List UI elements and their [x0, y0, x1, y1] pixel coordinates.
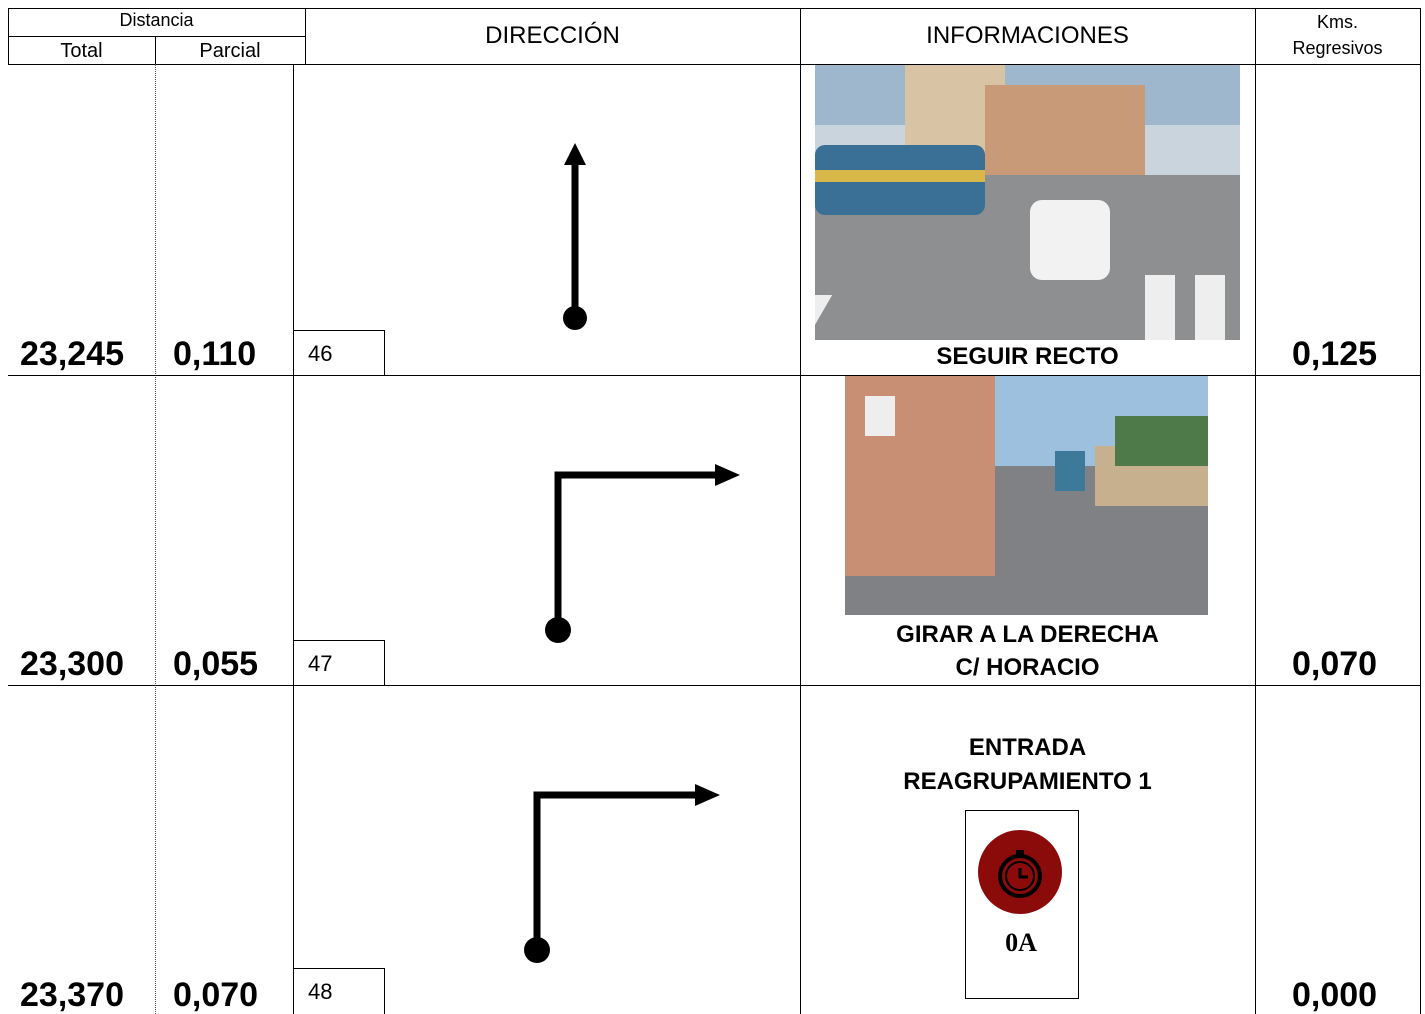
- step-number: 47: [293, 640, 385, 685]
- parcial: 0,110: [173, 335, 257, 373]
- border: [155, 36, 156, 64]
- control-box: [965, 810, 1079, 999]
- instruction: GIRAR A LA DERECHA: [896, 621, 1159, 648]
- control-code: 0A: [1005, 928, 1037, 957]
- kms: 0,125: [1292, 335, 1378, 373]
- header-direccion: DIRECCIÓN: [485, 22, 620, 49]
- parcial: 0,070: [173, 976, 259, 1014]
- border: [305, 8, 306, 64]
- stopwatch-icon: [978, 830, 1062, 914]
- kms: 0,070: [1292, 645, 1378, 683]
- border: [8, 8, 1420, 9]
- instruction: C/ HORACIO: [955, 654, 1100, 681]
- dotted-divider: [155, 64, 156, 1014]
- header-total: Total: [60, 40, 103, 62]
- kms: 0,000: [1292, 976, 1378, 1014]
- step-number: 48: [293, 968, 385, 1014]
- total: 23,245: [20, 335, 124, 373]
- header-kms: Kms.: [1316, 12, 1358, 32]
- step-number: 46: [293, 330, 385, 375]
- header-parcial: Parcial: [199, 40, 261, 62]
- border: [8, 8, 9, 64]
- street-photo: [845, 376, 1208, 615]
- total: 23,300: [20, 645, 124, 683]
- header-informaciones: INFORMACIONES: [926, 22, 1129, 49]
- instruction: REAGRUPAMIENTO 1: [903, 768, 1152, 795]
- street-photo: [815, 65, 1240, 340]
- border: [8, 36, 305, 37]
- header-distancia: Distancia: [119, 10, 194, 30]
- border: [8, 375, 1420, 376]
- header-kms: Regresivos: [1292, 38, 1383, 58]
- direction-arrows: [524, 143, 740, 963]
- border: [8, 64, 1420, 65]
- instruction: ENTRADA: [968, 734, 1087, 761]
- border: [293, 64, 294, 1014]
- border: [8, 685, 1420, 686]
- border: [1420, 8, 1421, 1014]
- parcial: 0,055: [173, 645, 259, 683]
- instruction: SEGUIR RECTO: [936, 343, 1119, 370]
- total: 23,370: [20, 976, 124, 1014]
- border: [1255, 8, 1256, 1014]
- border: [800, 8, 801, 1014]
